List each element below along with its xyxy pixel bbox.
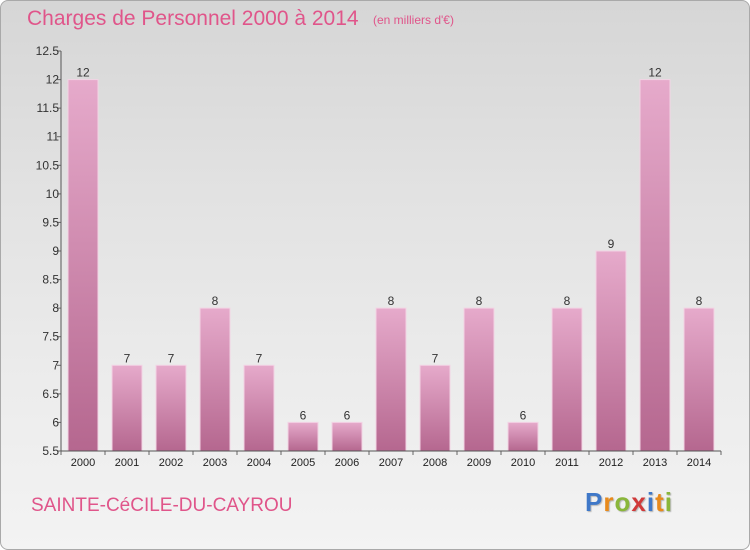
y-tick-label: 8.5	[42, 273, 59, 287]
bars-layer	[67, 79, 715, 452]
x-tick-label-2001: 2001	[115, 457, 139, 469]
logo-letter: x	[631, 487, 647, 517]
x-tick-label-2003: 2003	[203, 457, 227, 469]
y-tick-label: 9.5	[42, 215, 59, 229]
data-label-2007: 8	[388, 294, 395, 308]
y-tick-label: 10.5	[36, 158, 60, 172]
logo-letter: i	[646, 487, 656, 517]
logo-letter: o	[614, 487, 632, 517]
y-tick-label: 7.5	[42, 330, 59, 344]
y-tick-label: 12	[46, 73, 60, 87]
bar-2014	[683, 307, 715, 452]
bar-2002	[155, 364, 187, 452]
data-label-2006: 6	[344, 408, 351, 422]
x-tick-label-2007: 2007	[379, 457, 403, 469]
data-label-2009: 8	[476, 294, 483, 308]
data-label-2003: 8	[212, 294, 219, 308]
bar-2013	[639, 79, 671, 452]
y-tick-label: 7	[52, 358, 59, 372]
x-tick-label-2000: 2000	[71, 457, 95, 469]
x-tick-label-2005: 2005	[291, 457, 315, 469]
bar-2004	[243, 364, 275, 452]
x-tick-label-2008: 2008	[423, 457, 447, 469]
logo-letter: P	[585, 487, 604, 517]
y-tick-label: 12.5	[36, 44, 60, 58]
y-tick-label: 10	[46, 187, 60, 201]
data-label-2012: 9	[608, 237, 615, 251]
data-label-2011: 8	[564, 294, 571, 308]
chart-title: Charges de Personnel 2000 à 2014	[27, 7, 359, 30]
x-tick-label-2004: 2004	[247, 457, 271, 469]
data-label-2001: 7	[124, 351, 131, 365]
bar-2012	[595, 250, 627, 452]
bar-2007	[375, 307, 407, 452]
data-label-2013: 12	[648, 66, 662, 80]
y-tick-label: 8	[52, 301, 59, 315]
x-tick-label-2006: 2006	[335, 457, 359, 469]
y-tick-label: 9	[52, 244, 59, 258]
data-label-2014: 8	[696, 294, 703, 308]
y-tick-label: 11	[47, 130, 60, 144]
bar-2010	[507, 421, 539, 452]
data-label-2008: 7	[432, 351, 439, 365]
y-tick-label: 5.5	[42, 444, 59, 458]
bar-2009	[463, 307, 495, 452]
y-tick-label: 6	[52, 415, 59, 429]
data-label-2010: 6	[520, 408, 527, 422]
data-label-2000: 12	[76, 66, 90, 80]
logo-letter: t	[655, 487, 665, 517]
bar-2008	[419, 364, 451, 452]
axes-layer: 12 2000 7 2001 7 2002 8 2003 7 2004 6 2005 6 2006 8 200…	[36, 44, 722, 469]
y-tick-label: 11.5	[37, 101, 60, 115]
bar-2011	[551, 307, 583, 452]
data-label-2005: 6	[300, 408, 307, 422]
chart-subtitle: (en milliers d'€)	[373, 13, 454, 27]
bar-2000	[67, 79, 99, 452]
bar-2003	[199, 307, 231, 452]
x-tick-label-2012: 2012	[599, 457, 623, 469]
proxiti-logo: Proxiti	[585, 487, 673, 518]
x-tick-label-2014: 2014	[687, 457, 711, 469]
bar-2001	[111, 364, 143, 452]
logo-letter: i	[664, 487, 673, 517]
commune-name: SAINTE-CéCILE-DU-CAYROU	[31, 495, 293, 516]
x-tick-label-2013: 2013	[643, 457, 667, 469]
bar-2005	[287, 421, 319, 452]
x-tick-label-2011: 2011	[555, 457, 579, 469]
data-label-2002: 7	[168, 351, 175, 365]
logo-letter: r	[603, 487, 615, 517]
x-tick-label-2002: 2002	[159, 457, 183, 469]
y-tick-label: 6.5	[42, 387, 59, 401]
x-tick-label-2009: 2009	[467, 457, 491, 469]
bar-2006	[331, 421, 363, 452]
data-label-2004: 7	[256, 351, 263, 365]
x-tick-label-2010: 2010	[511, 457, 535, 469]
